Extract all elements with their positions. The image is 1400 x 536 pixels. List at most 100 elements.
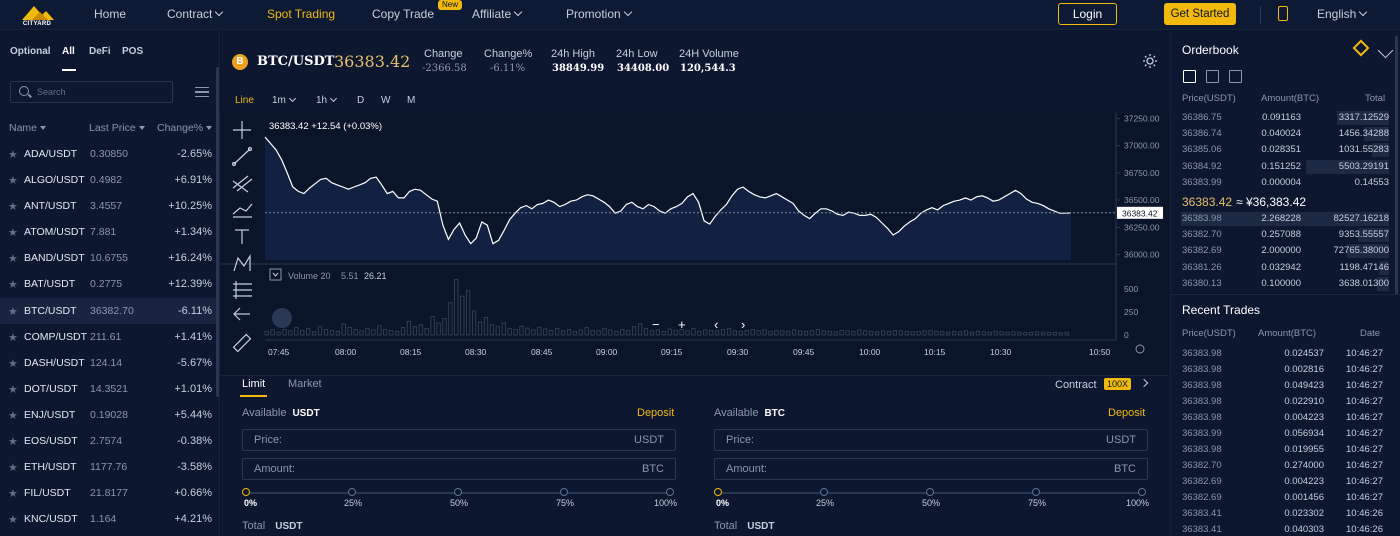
scrollbar[interactable] <box>216 67 219 397</box>
language-selector[interactable]: English <box>1317 7 1368 21</box>
coin-row[interactable]: ★ BAT/USDT 0.2775 +12.39% <box>0 271 216 297</box>
slider-stop[interactable] <box>666 488 674 496</box>
column-change-header[interactable]: Change% <box>157 122 213 134</box>
orderbook-row-bids[interactable]: 36380.13 0.100000 3638.01300 <box>1171 276 1389 292</box>
deposit-link-sell[interactable]: Deposit <box>1108 407 1146 419</box>
tab-defi[interactable]: DeFi <box>89 46 111 57</box>
interval-w[interactable]: W <box>381 95 390 106</box>
slider-stop[interactable] <box>348 488 356 496</box>
star-icon[interactable]: ★ <box>8 436 18 449</box>
percent-mark[interactable]: 75% <box>556 498 575 508</box>
coin-row[interactable]: ★ KNC/USDT 1.164 +4.21% <box>0 506 216 532</box>
percent-mark[interactable]: 50% <box>450 498 469 508</box>
coin-row[interactable]: ★ ENJ/USDT 0.19028 +5.44% <box>0 402 216 428</box>
orderbook-row-bids[interactable]: 36382.70 0.257088 9353.55557 <box>1171 227 1389 243</box>
price-input-buy[interactable]: Price: USDT <box>242 429 676 451</box>
coin-row[interactable]: ★ COMP/USDT 211.61 +1.41% <box>0 324 216 350</box>
star-icon[interactable]: ★ <box>8 357 18 370</box>
percent-mark[interactable]: 100% <box>1126 498 1150 508</box>
tab-all[interactable]: All <box>62 46 75 57</box>
login-button[interactable]: Login <box>1058 3 1117 25</box>
percent-mark[interactable]: 25% <box>344 498 363 508</box>
coin-row[interactable]: ★ DOT/USDT 14.3521 +1.01% <box>0 376 216 402</box>
fibonacci-icon[interactable] <box>233 281 252 299</box>
nav-item-affiliate[interactable]: Affiliate <box>472 7 523 21</box>
view-asks-icon[interactable] <box>1229 70 1242 83</box>
percent-mark[interactable]: 25% <box>816 498 835 508</box>
contract-link[interactable]: Contract <box>1055 379 1097 391</box>
star-icon[interactable]: ★ <box>8 383 18 396</box>
scroll-left-button[interactable]: ‹ <box>714 317 718 332</box>
slider-stop[interactable] <box>1032 488 1040 496</box>
coin-row[interactable]: ★ EOS/USDT 2.7574 -0.38% <box>0 428 216 454</box>
percent-mark[interactable]: 100% <box>654 498 678 508</box>
nav-item-contract[interactable]: Contract <box>167 7 224 21</box>
get-started-button[interactable]: Get Started <box>1164 3 1236 25</box>
star-icon[interactable]: ★ <box>8 305 18 318</box>
orderbook-row-asks[interactable]: 36386.75 0.091163 3317.12529 <box>1171 110 1389 126</box>
nav-item-home[interactable]: Home <box>94 7 126 21</box>
tab-limit[interactable]: Limit <box>242 378 266 390</box>
pitchfork-icon[interactable] <box>232 203 253 218</box>
star-icon[interactable]: ★ <box>8 331 18 344</box>
interval-line[interactable]: Line <box>235 95 254 106</box>
orderbook-row-asks[interactable]: 36383.99 0.000004 0.14553 <box>1171 175 1389 191</box>
percent-mark[interactable]: 0% <box>244 498 258 508</box>
slider-stop[interactable] <box>926 488 934 496</box>
coin-row[interactable]: ★ ETH/USDT 1177.76 -3.58% <box>0 454 216 480</box>
amount-input-sell[interactable]: Amount: BTC <box>714 458 1148 480</box>
star-icon[interactable]: ★ <box>8 279 18 292</box>
coin-row[interactable]: ★ BAND/USDT 10.6755 +16.24% <box>0 245 216 271</box>
coin-row[interactable]: ★ ATOM/USDT 7.881 +1.34% <box>0 219 216 245</box>
download-app-icon[interactable] <box>1278 6 1288 21</box>
scroll-right-button[interactable]: › <box>741 317 745 332</box>
coin-row[interactable]: ★ ANT/USDT 3.4557 +10.25% <box>0 193 216 219</box>
column-price-header[interactable]: Last Price <box>89 122 145 134</box>
coin-row[interactable]: ★ ALGO/USDT 0.4982 +6.91% <box>0 167 216 193</box>
slider-stop[interactable] <box>242 488 250 496</box>
trend-line-icon[interactable] <box>231 146 253 167</box>
tab-market[interactable]: Market <box>288 378 322 390</box>
amount-input-buy[interactable]: Amount: BTC <box>242 458 676 480</box>
coin-row[interactable]: ★ ADA/USDT 0.30850 -2.65% <box>0 141 216 167</box>
price-chart[interactable]: 37250.00 37000.00 36750.00 36500.00 36250.00… <box>221 100 1169 375</box>
star-icon[interactable]: ★ <box>8 149 18 161</box>
slider-stop[interactable] <box>454 488 462 496</box>
star-icon[interactable]: ★ <box>8 409 18 422</box>
nav-item-copy-trade[interactable]: Copy Trade <box>372 7 434 21</box>
slider-stop[interactable] <box>560 488 568 496</box>
slider-stop[interactable] <box>820 488 828 496</box>
percent-mark[interactable]: 0% <box>716 498 730 508</box>
site-logo[interactable]: CITYARD <box>14 3 60 29</box>
zoom-out-button[interactable]: − <box>652 317 660 332</box>
back-arrow-icon[interactable] <box>233 307 250 321</box>
text-tool-icon[interactable] <box>235 229 249 244</box>
star-icon[interactable]: ★ <box>8 201 18 214</box>
theme-toggle-icon[interactable] <box>1143 54 1157 68</box>
crosshair-icon[interactable] <box>233 121 251 139</box>
star-icon[interactable]: ★ <box>8 514 18 527</box>
leverage-badge[interactable]: 100X <box>1104 378 1132 390</box>
star-icon[interactable]: ★ <box>8 227 18 240</box>
zoom-in-button[interactable]: + <box>678 317 686 332</box>
percent-mark[interactable]: 75% <box>1028 498 1047 508</box>
filter-icon[interactable] <box>195 87 209 97</box>
orderbook-row-bids[interactable]: 36382.69 2.000000 72765.38000 <box>1171 243 1389 259</box>
coin-row[interactable]: ★ DASH/USDT 124.14 -5.67% <box>0 350 216 376</box>
ruler-icon[interactable] <box>232 333 252 353</box>
star-icon[interactable]: ★ <box>8 462 18 475</box>
interval-d[interactable]: D <box>357 95 364 106</box>
pattern-icon[interactable] <box>233 253 251 272</box>
orderbook-row-asks[interactable]: 36386.74 0.040024 1456.34288 <box>1171 126 1389 142</box>
tab-optional[interactable]: Optional <box>10 46 51 57</box>
orderbook-row-bids[interactable]: 36383.98 2.268228 82527.16218 <box>1171 211 1389 227</box>
star-icon[interactable]: ★ <box>8 175 18 188</box>
search-input[interactable]: Search <box>10 81 173 103</box>
column-name-header[interactable]: Name <box>9 122 47 134</box>
interval-1h[interactable]: 1h <box>316 94 338 106</box>
slider-stop[interactable] <box>1138 488 1146 496</box>
scrollbar[interactable] <box>1395 36 1398 536</box>
view-bids-icon[interactable] <box>1206 70 1219 83</box>
coin-row[interactable]: ★ FIL/USDT 21.8177 +0.66% <box>0 480 216 506</box>
percent-mark[interactable]: 50% <box>922 498 941 508</box>
